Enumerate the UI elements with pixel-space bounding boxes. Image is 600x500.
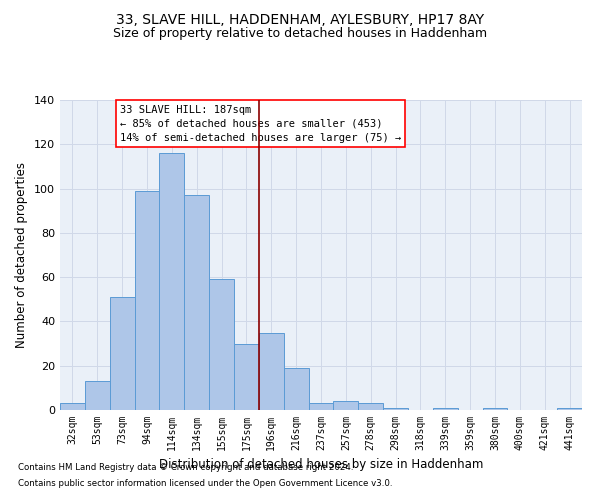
Bar [308, 404, 334, 410]
Bar [184, 195, 209, 410]
Bar [358, 404, 383, 410]
Bar [334, 401, 358, 410]
Bar [259, 332, 284, 410]
Bar [284, 368, 308, 410]
Bar [557, 408, 582, 410]
X-axis label: Distribution of detached houses by size in Haddenham: Distribution of detached houses by size … [159, 458, 483, 471]
Y-axis label: Number of detached properties: Number of detached properties [16, 162, 28, 348]
Bar [209, 280, 234, 410]
Text: Contains HM Land Registry data © Crown copyright and database right 2024.: Contains HM Land Registry data © Crown c… [18, 464, 353, 472]
Bar [482, 408, 508, 410]
Bar [134, 191, 160, 410]
Bar [383, 408, 408, 410]
Text: Size of property relative to detached houses in Haddenham: Size of property relative to detached ho… [113, 28, 487, 40]
Bar [160, 153, 184, 410]
Bar [234, 344, 259, 410]
Bar [433, 408, 458, 410]
Text: 33 SLAVE HILL: 187sqm
← 85% of detached houses are smaller (453)
14% of semi-det: 33 SLAVE HILL: 187sqm ← 85% of detached … [120, 104, 401, 142]
Text: 33, SLAVE HILL, HADDENHAM, AYLESBURY, HP17 8AY: 33, SLAVE HILL, HADDENHAM, AYLESBURY, HP… [116, 12, 484, 26]
Bar [60, 404, 85, 410]
Bar [110, 297, 134, 410]
Text: Contains public sector information licensed under the Open Government Licence v3: Contains public sector information licen… [18, 478, 392, 488]
Bar [85, 381, 110, 410]
